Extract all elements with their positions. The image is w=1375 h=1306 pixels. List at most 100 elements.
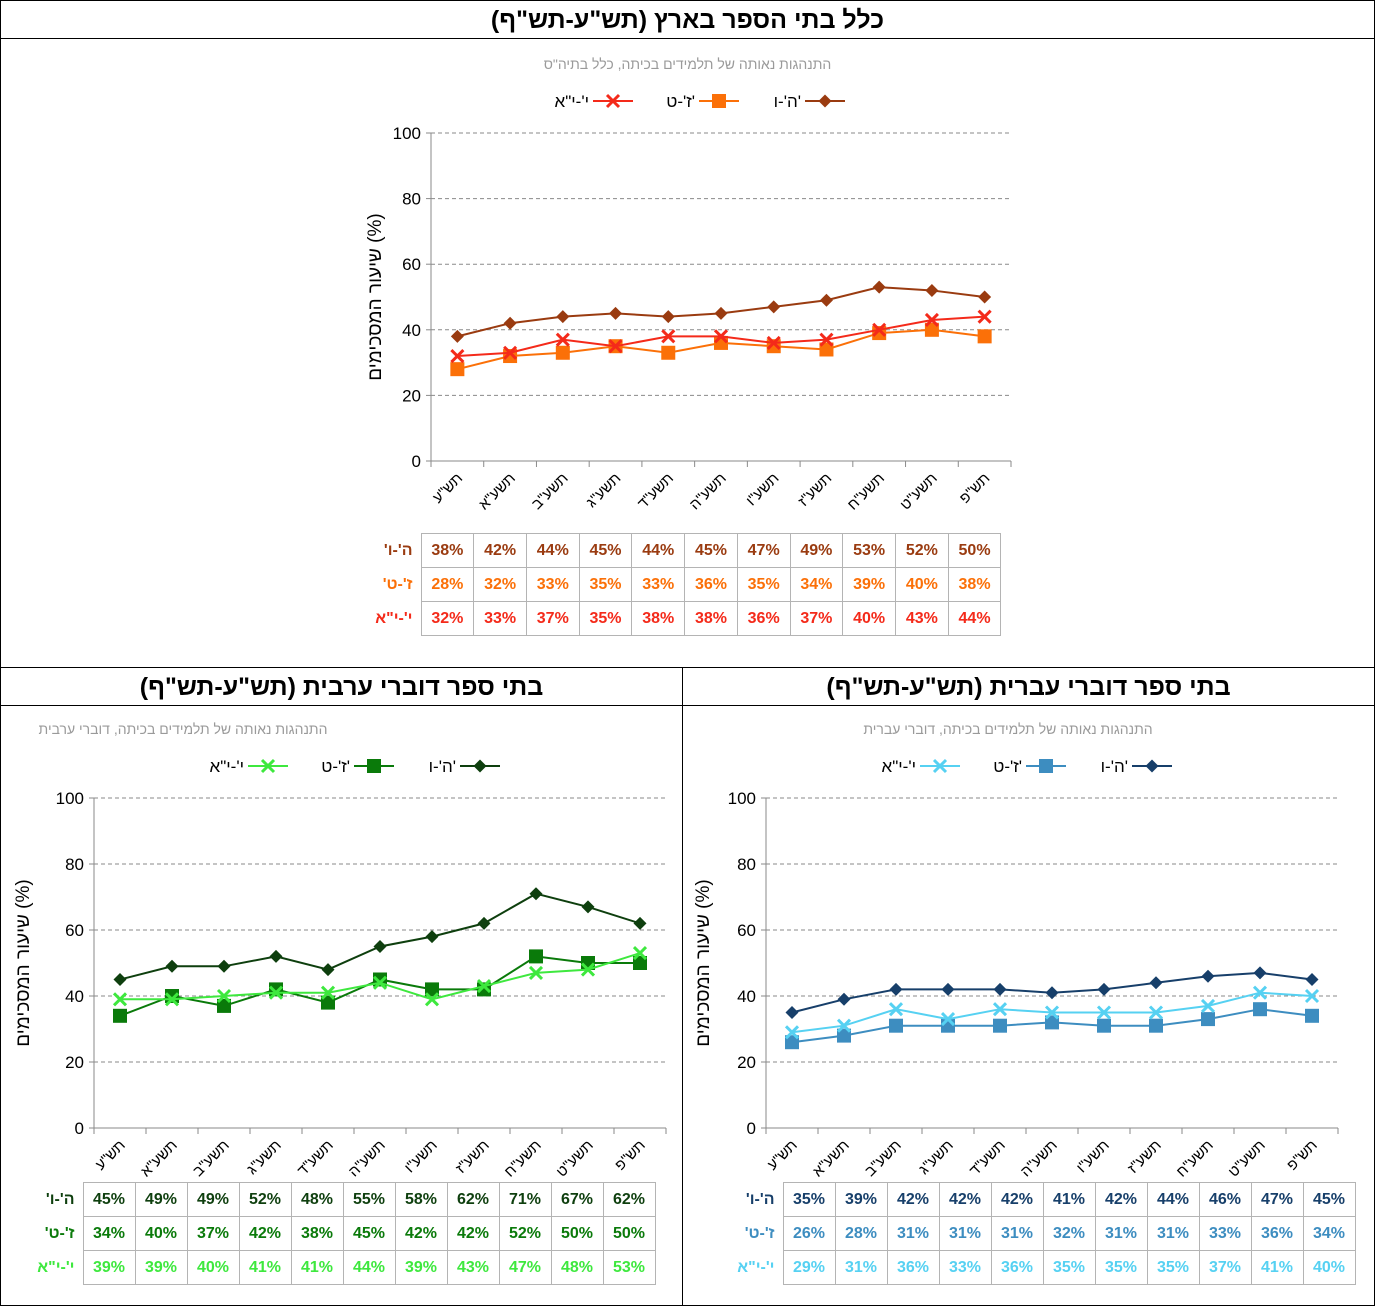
legend-item: י'-י"א <box>555 92 633 111</box>
table-cell: 53% <box>602 1250 656 1285</box>
chart-subtitle: התנהגות נאותה של תלמידים בכיתה, דוברי עב… <box>863 721 1153 737</box>
x-tick-label: תש"פ <box>956 470 993 507</box>
table-cell: 38% <box>947 567 1002 602</box>
data-point <box>217 998 231 1013</box>
data-table-hebrew-schools: ה'-ו' 35% 39% 42% 42% 42% 41% 42% 44% 46% 47% 45% ז'… <box>723 1182 1356 1285</box>
x-tick-label: תשע"ג <box>583 470 624 511</box>
table-cell: 41% <box>1042 1182 1096 1217</box>
data-table-arabic-schools: ה'-ו' 45% 49% 49% 52% 48% 55% 58% 62% 71% 67% 62% ז'… <box>23 1182 656 1285</box>
table-cell: 53% <box>842 533 896 568</box>
table-cell: 49% <box>134 1182 188 1217</box>
data-point <box>713 329 729 344</box>
table-cell: 47% <box>1250 1182 1304 1217</box>
data-table-all-schools: ה'-ו' 38% 42% 44% 45% 44% 45% 47% 49% 53% 52% 50% ז'… <box>361 533 1002 636</box>
data-point <box>925 283 939 297</box>
data-point <box>269 949 283 963</box>
data-point <box>872 280 886 294</box>
x-tick-label: תשע"ג <box>916 1137 957 1178</box>
x-tick-label: תשע"ה <box>345 1137 389 1181</box>
x-tick-label: תש"ע <box>429 470 466 507</box>
table-cell: 33% <box>1198 1216 1252 1251</box>
x-tick-label: תשע"ט <box>897 470 941 514</box>
data-point <box>837 1028 851 1043</box>
table-cell: 37% <box>1198 1250 1252 1285</box>
table-row: ה'-ו' 45% 49% 49% 52% 48% 55% 58% 62% 71% 67% 62% <box>23 1182 656 1217</box>
table-row: י'-י"א 39% 39% 40% 41% 41% 44% 39% 43% 47% 48% 53% <box>23 1250 656 1285</box>
x-tick-label: תשע"ה <box>1017 1137 1061 1181</box>
table-cell: 37% <box>186 1216 240 1251</box>
chart-subtitle: התנהגות נאותה של תלמידים בכיתה, כלל בתיה… <box>543 56 832 72</box>
table-row: י'-י"א 29% 31% 36% 33% 36% 35% 35% 35% 37% 41% 40% <box>723 1250 1356 1285</box>
x-tick-label: תשע"ט <box>553 1137 597 1181</box>
table-cell: 45% <box>342 1216 396 1251</box>
legend-item: ז'-ט' <box>666 92 739 111</box>
data-point <box>1045 1015 1059 1030</box>
legend-label: ה'-ו' <box>774 92 801 111</box>
data-point <box>529 887 543 901</box>
x-tick-label: תשע"ו <box>401 1137 441 1177</box>
data-point <box>555 332 570 347</box>
y-tick-label: 20 <box>65 1053 84 1072</box>
table-row: י'-י"א 32% 33% 37% 35% 38% 38% 36% 37% 40% 43% 44% <box>361 601 1002 636</box>
data-point <box>556 310 570 324</box>
table-cell: 36% <box>684 567 738 602</box>
row-label: ז'-ט' <box>744 1224 775 1242</box>
row-label: י'-י"א <box>375 609 413 627</box>
table-cell: 45% <box>82 1182 136 1217</box>
data-point <box>633 956 647 970</box>
data-point <box>112 992 128 1007</box>
table-cell: 31% <box>990 1216 1044 1251</box>
data-point <box>977 329 992 344</box>
legend-label: ה'-ו' <box>429 757 456 776</box>
table-cell: 42% <box>446 1216 500 1251</box>
data-point <box>785 1035 799 1050</box>
table-cell: 31% <box>1094 1216 1148 1251</box>
y-tick-label: 80 <box>737 855 756 874</box>
table-cell: 52% <box>238 1182 292 1217</box>
data-point <box>503 345 518 360</box>
table-cell: 41% <box>238 1250 292 1285</box>
table-cell: 46% <box>1198 1182 1252 1217</box>
table-cell: 50% <box>602 1216 656 1251</box>
data-point <box>373 940 387 953</box>
table-cell: 41% <box>1250 1250 1304 1285</box>
legend-item: י'-י"א <box>882 757 960 776</box>
legend-marker <box>712 94 726 108</box>
x-tick-label: תשע"ה <box>686 470 730 514</box>
data-point <box>580 962 596 977</box>
x-tick-label: תש"פ <box>612 1137 649 1174</box>
table-cell: 35% <box>782 1182 836 1217</box>
data-point <box>164 992 180 1007</box>
data-point <box>1149 976 1163 990</box>
panel-hebrew-schools: בתי ספר דוברי עברית (תש"ע-תש"ף) התנהגות … <box>682 667 1375 1306</box>
table-cell: 28% <box>834 1216 888 1251</box>
data-point <box>424 992 440 1007</box>
table-cell: 42% <box>394 1216 448 1251</box>
table-cell: 35% <box>578 601 633 636</box>
data-point <box>785 1006 799 1019</box>
data-point <box>819 293 833 307</box>
panel-title: כלל בתי הספר בארץ (תש"ע-תש"ף) <box>1 1 1374 39</box>
x-tick-label: תשע"ד <box>966 1137 1009 1180</box>
data-point <box>608 339 623 354</box>
x-tick-label: תשע"ב <box>862 1137 905 1180</box>
legend-marker <box>260 758 276 774</box>
table-cell: 38% <box>420 533 475 568</box>
table-cell: 62% <box>602 1182 656 1217</box>
data-point <box>924 312 939 328</box>
x-tick-label: תשע"ב <box>190 1137 233 1180</box>
x-tick-label: תשע"ב <box>528 470 571 513</box>
data-point <box>321 963 335 977</box>
data-point <box>632 946 648 961</box>
data-point <box>1305 973 1319 986</box>
table-cell: 32% <box>420 601 475 636</box>
data-point <box>321 995 335 1010</box>
table-cell: 31% <box>834 1250 888 1285</box>
x-tick-label: תשע"ח <box>501 1137 545 1181</box>
data-point <box>1200 998 1216 1013</box>
table-cell: 41% <box>290 1250 344 1285</box>
x-tick-label: תשע"ז <box>453 1137 493 1177</box>
legend-item: ה'-ו' <box>774 92 845 111</box>
